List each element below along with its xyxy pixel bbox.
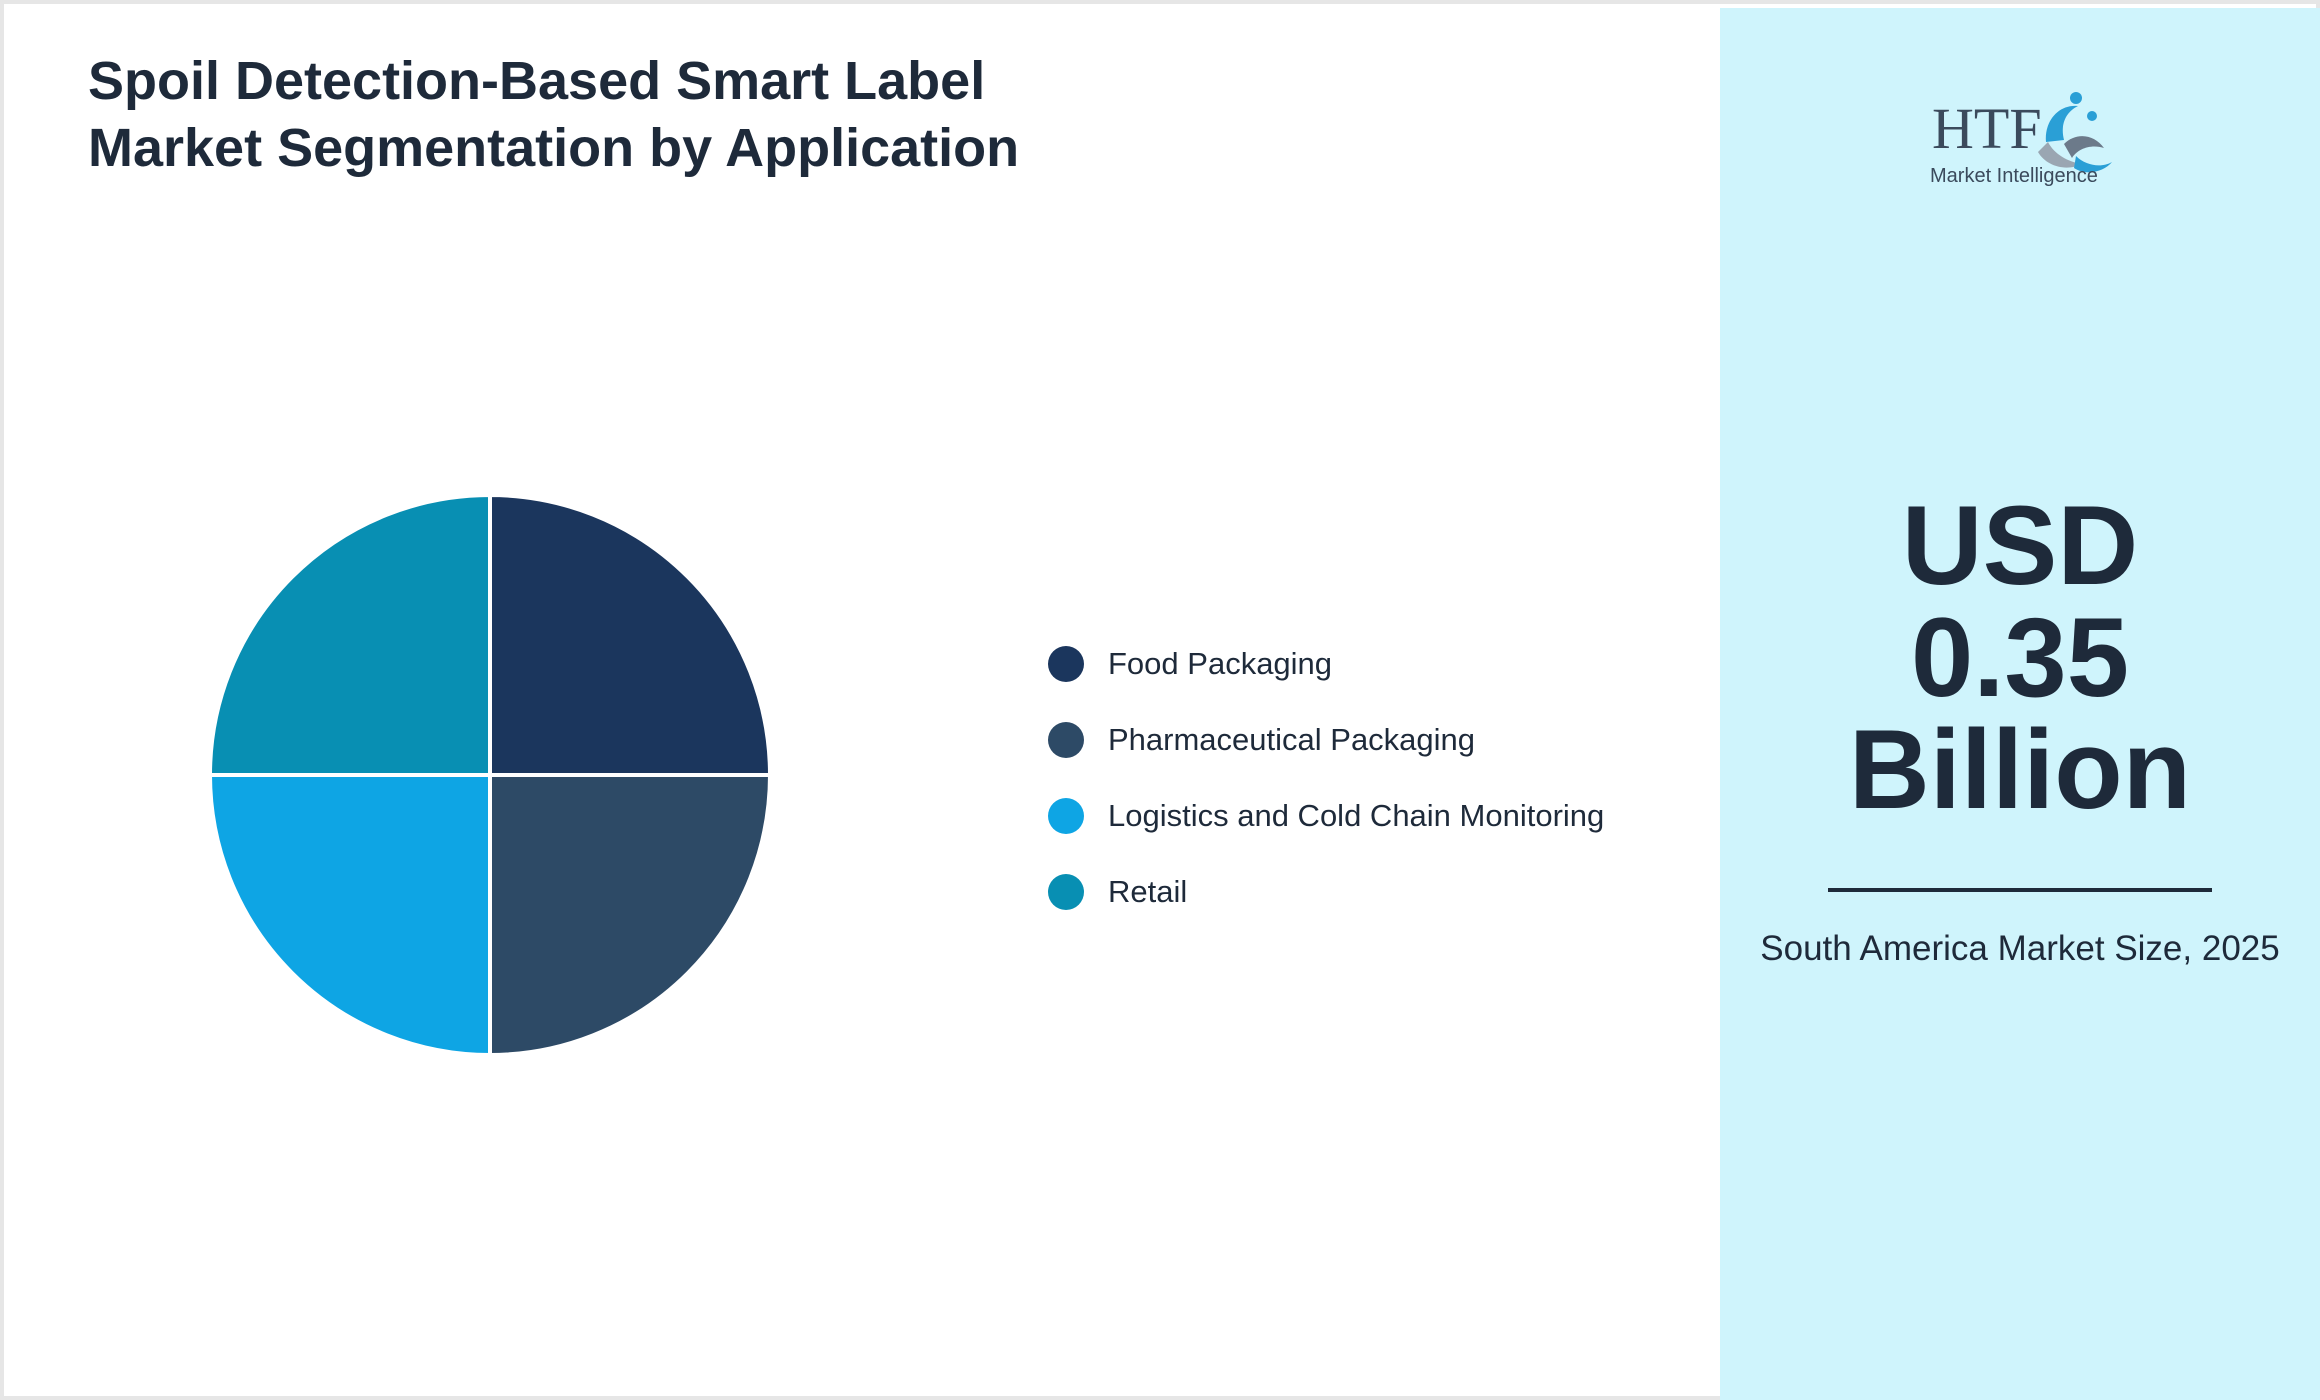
chart-title: Spoil Detection-Based Smart Label Market…: [88, 51, 1020, 178]
legend-swatch: [1048, 874, 1084, 910]
legend-label: Food Packaging: [1108, 646, 1333, 681]
legend-item: Pharmaceutical Packaging: [1048, 702, 1604, 778]
value-number: 0.35: [1911, 595, 2129, 720]
pie-slice-logistics-and-cold-chain-monitoring: [207, 773, 492, 1058]
divider: [1828, 888, 2212, 892]
value-currency: USD: [1901, 483, 2139, 608]
logo-brand-text: HTF: [1932, 96, 2042, 161]
legend-swatch: [1048, 646, 1084, 682]
legend-swatch: [1048, 722, 1084, 758]
pie-slice-pharmaceutical-packaging: [488, 773, 773, 1058]
legend-item: Food Packaging: [1048, 626, 1604, 702]
logo-swirl-icon: [2038, 92, 2112, 173]
legend-swatch: [1048, 798, 1084, 834]
logo-tagline-text: Market Intelligence: [1930, 165, 2098, 187]
legend-label: Pharmaceutical Packaging: [1108, 722, 1476, 757]
market-size-value: USD 0.35 Billion: [1720, 490, 2320, 826]
chart-panel: Spoil Detection-Based Smart Label Market…: [8, 8, 1720, 1400]
chart-legend: Food Packaging Pharmaceutical Packaging Lo…: [1048, 626, 1604, 930]
pie-slice-food-packaging: [488, 492, 773, 777]
htf-logo: HTF Market Intelligence: [1930, 92, 2112, 187]
pie-chart: [207, 492, 773, 1058]
pie-slice-retail: [207, 492, 492, 777]
legend-label: Logistics and Cold Chain Monitoring: [1108, 798, 1605, 833]
value-unit: Billion: [1848, 707, 2192, 832]
legend-label: Retail: [1108, 874, 1188, 909]
legend-item: Retail: [1048, 854, 1604, 930]
market-size-panel: HTF Market Intelligence USD 0.35 Billion…: [1720, 8, 2320, 1400]
market-size-caption: South America Market Size, 2025: [1760, 929, 2280, 968]
legend-item: Logistics and Cold Chain Monitoring: [1048, 778, 1604, 854]
